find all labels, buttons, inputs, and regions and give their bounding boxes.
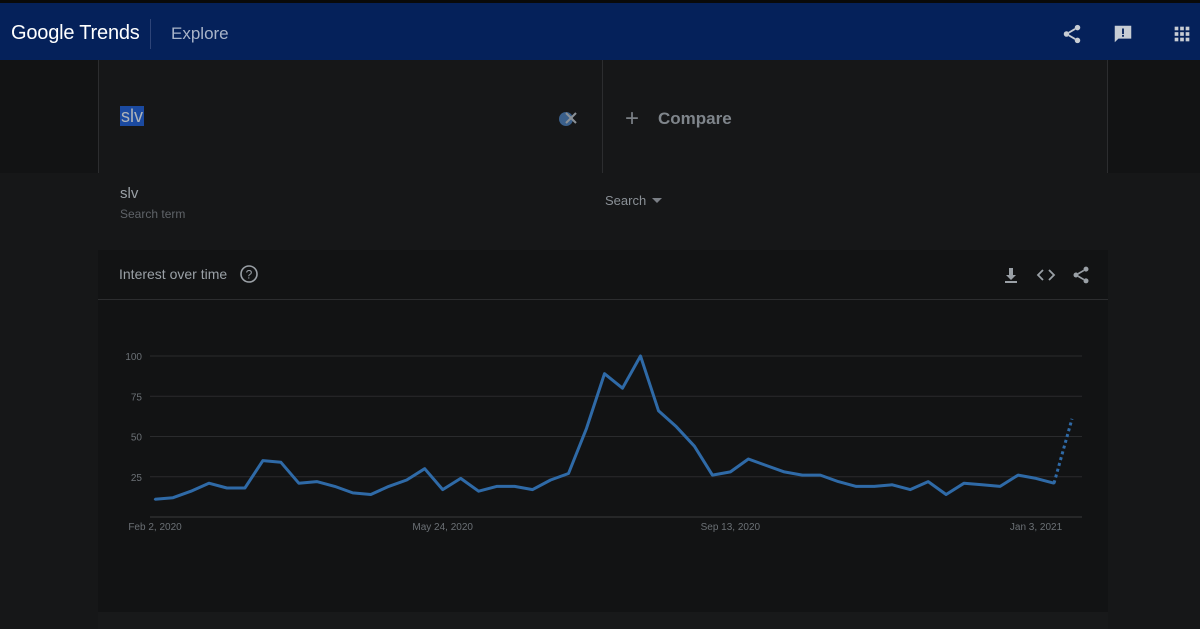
data-point	[279, 461, 283, 464]
data-point	[153, 498, 157, 501]
partial-data-line	[1052, 418, 1074, 484]
data-point	[855, 485, 858, 488]
data-point	[495, 485, 498, 488]
data-point	[459, 477, 462, 480]
compare-label: Compare	[658, 109, 732, 128]
interest-over-time-card	[98, 250, 1108, 612]
data-point	[639, 354, 642, 358]
data-point	[675, 425, 678, 429]
data-point	[477, 490, 480, 493]
data-point	[405, 478, 408, 482]
data-point	[333, 485, 337, 488]
y-tick-label: 75	[131, 392, 143, 403]
data-point	[225, 486, 229, 490]
data-point	[657, 409, 660, 412]
svg-text:?: ?	[246, 268, 253, 282]
chevron-down-icon[interactable]	[652, 198, 662, 203]
clear-icon[interactable]	[558, 108, 578, 128]
series-line	[154, 354, 1055, 501]
legend-term-type: Search term	[120, 207, 186, 221]
top-app-bar: Google Trends Explore	[0, 0, 1200, 60]
data-point	[387, 485, 390, 488]
data-point	[944, 493, 948, 496]
data-point	[549, 478, 552, 482]
google-trends-logo[interactable]: Google Trends	[11, 22, 140, 44]
data-point	[441, 488, 444, 491]
data-point	[908, 488, 912, 491]
data-point	[531, 488, 534, 491]
share-icon[interactable]	[1071, 265, 1091, 285]
data-point	[513, 485, 516, 488]
data-point	[243, 486, 247, 490]
filter-row	[0, 173, 1200, 231]
x-tick-label: May 24, 2020	[412, 522, 473, 533]
data-point	[297, 481, 301, 485]
y-tick-label: 50	[131, 433, 143, 444]
data-point	[837, 480, 840, 483]
search-term-input[interactable]: slv	[120, 106, 144, 126]
data-point	[998, 485, 1002, 488]
legend-term: slv	[120, 185, 139, 202]
data-point	[783, 470, 786, 474]
data-point	[423, 467, 426, 470]
data-point	[621, 387, 624, 390]
data-point	[1016, 473, 1020, 477]
bottom-strip	[98, 612, 1108, 629]
data-point	[189, 490, 193, 493]
feedback-icon[interactable]	[1112, 23, 1134, 45]
apps-grid-icon[interactable]	[1171, 23, 1193, 45]
help-icon[interactable]: ?	[239, 264, 259, 284]
embed-icon[interactable]	[1036, 265, 1056, 285]
data-point	[819, 473, 822, 477]
data-point	[351, 491, 354, 495]
data-point	[711, 473, 714, 477]
data-point	[765, 464, 768, 467]
data-point	[171, 496, 175, 499]
card-title: Interest over time	[119, 266, 228, 282]
page-title: Explore	[171, 24, 229, 43]
data-point	[603, 372, 606, 375]
data-point	[693, 444, 696, 448]
y-tick-label: 25	[131, 473, 143, 484]
data-point	[207, 481, 211, 485]
x-tick-label: Jan 3, 2021	[1010, 522, 1063, 533]
data-point	[926, 480, 930, 483]
share-icon[interactable]	[1061, 23, 1083, 45]
data-point	[315, 480, 319, 483]
data-point	[980, 483, 984, 486]
data-point	[801, 473, 804, 477]
data-point	[747, 457, 750, 461]
data-point	[369, 493, 372, 496]
x-tick-label: Feb 2, 2020	[128, 522, 182, 533]
data-point	[890, 483, 894, 486]
plus-icon: +	[625, 105, 640, 132]
search-type-dropdown[interactable]: Search	[605, 193, 647, 208]
compare-button[interactable]: + Compare	[603, 60, 1108, 173]
search-term-card[interactable]: slv	[98, 60, 603, 173]
data-point	[729, 470, 732, 474]
data-point	[585, 427, 588, 430]
data-point	[962, 481, 966, 485]
data-point	[1034, 477, 1038, 480]
data-point	[567, 472, 570, 475]
logo-divider	[150, 19, 151, 49]
x-tick-label: Sep 13, 2020	[701, 522, 761, 533]
download-icon[interactable]	[1001, 265, 1021, 285]
card-divider	[98, 299, 1108, 300]
y-tick-label: 100	[125, 352, 142, 363]
data-point	[873, 485, 876, 488]
data-point	[261, 459, 265, 462]
